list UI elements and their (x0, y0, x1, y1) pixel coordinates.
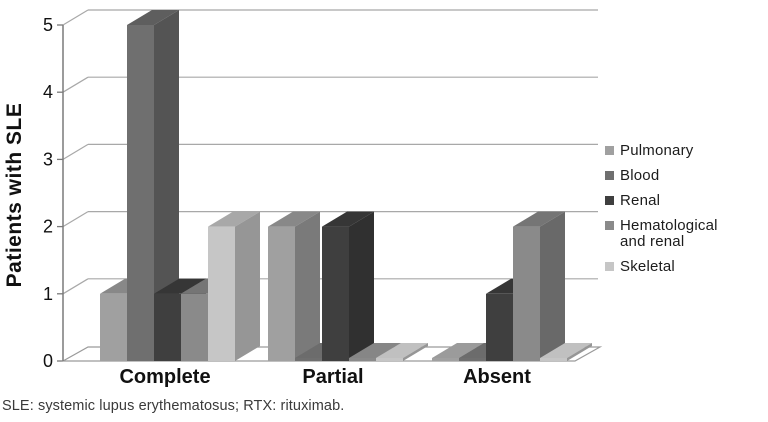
y-tick-label-5: 5 (43, 15, 53, 35)
bar-side-renal-partial (349, 211, 374, 361)
bar-renal-complete (154, 293, 181, 361)
y-axis-title: Patients with SLE (3, 103, 26, 288)
chart-legend: Pulmonary Blood Renal Hematological and ren… (605, 142, 765, 284)
bar-renal-partial (322, 226, 349, 361)
legend-label-renal: Renal (620, 192, 661, 210)
bar-hematological-and-renal-partial (349, 358, 376, 361)
gridline-diagonal-5 (62, 9, 89, 26)
bar-hematological-and-renal-complete (181, 293, 208, 361)
bar-pulmonary-complete (100, 293, 127, 361)
bar-chart: 0 1 2 3 4 5 Complete Partial Absent Patients with… (3, 9, 603, 388)
gridline-diagonal-2 (62, 211, 89, 228)
x-category-label-complete: Complete (119, 366, 210, 388)
legend-item-blood: Blood (605, 167, 765, 185)
legend-swatch-renal (605, 196, 614, 206)
legend-item-hematological-and-renal: Hematological and renal (605, 218, 765, 250)
bar-skeletal-complete (208, 226, 235, 361)
bar-blood-absent (459, 358, 486, 361)
legend-item-skeletal: Skeletal (605, 259, 765, 275)
legend-label-skeletal: Skeletal (620, 258, 675, 276)
bar-top-renal-complete (154, 278, 206, 294)
x-category-label-absent: Absent (463, 366, 531, 388)
legend-label-pulmonary: Pulmonary (620, 142, 694, 159)
gridline-diagonal-4 (62, 76, 89, 93)
legend-item-renal: Renal (605, 193, 765, 209)
bar-side-blood-complete (154, 10, 179, 361)
y-tick-label-1: 1 (43, 284, 53, 304)
legend-swatch-pulmonary (605, 146, 614, 155)
legend-label-blood: Blood (620, 167, 660, 185)
gridline-diagonal-1 (62, 278, 89, 295)
bar-top-pulmonary-absent (432, 343, 484, 358)
bar-top-skeletal-partial (376, 343, 428, 358)
bar-side-skeletal-absent (567, 343, 592, 361)
bar-top-skeletal-absent (540, 343, 592, 358)
y-tick-label-0: 0 (43, 351, 53, 371)
bar-top-hematological-and-renal-absent (513, 211, 565, 227)
y-tick-label-2: 2 (43, 217, 53, 237)
y-tick-label-3: 3 (43, 149, 53, 169)
chart-floor-outline (60, 346, 603, 362)
bar-blood-complete (127, 25, 154, 361)
legend-swatch-hematological-and-renal (605, 221, 614, 231)
bar-top-renal-partial (322, 211, 374, 227)
bar-top-skeletal-complete (208, 211, 260, 227)
legend-label-hematological-and-renal: Hematological and renal (620, 217, 718, 251)
bar-blood-partial (295, 358, 322, 361)
x-category-label-partial: Partial (302, 366, 363, 388)
bar-side-pulmonary-partial (295, 211, 320, 361)
legend-swatch-skeletal (605, 262, 614, 272)
bar-pulmonary-partial (268, 226, 295, 361)
legend-swatch-blood (605, 171, 614, 181)
figure-caption: SLE: systemic lupus erythematosus; RTX: … (2, 398, 345, 414)
bar-skeletal-absent (540, 358, 567, 361)
bar-side-skeletal-complete (235, 211, 260, 361)
bar-side-skeletal-partial (403, 343, 428, 361)
y-tick-label-4: 4 (43, 82, 53, 102)
bar-top-hematological-and-renal-partial (349, 343, 401, 358)
legend-item-pulmonary: Pulmonary (605, 142, 765, 159)
gridline-diagonal-3 (62, 143, 89, 160)
bar-hematological-and-renal-absent (513, 226, 540, 361)
bar-top-pulmonary-partial (268, 211, 320, 227)
bar-pulmonary-absent (432, 358, 459, 361)
bar-top-blood-complete (127, 10, 179, 25)
bar-skeletal-partial (376, 358, 403, 361)
bar-side-hematological-and-renal-absent (540, 211, 565, 361)
bar-renal-absent (486, 293, 513, 361)
